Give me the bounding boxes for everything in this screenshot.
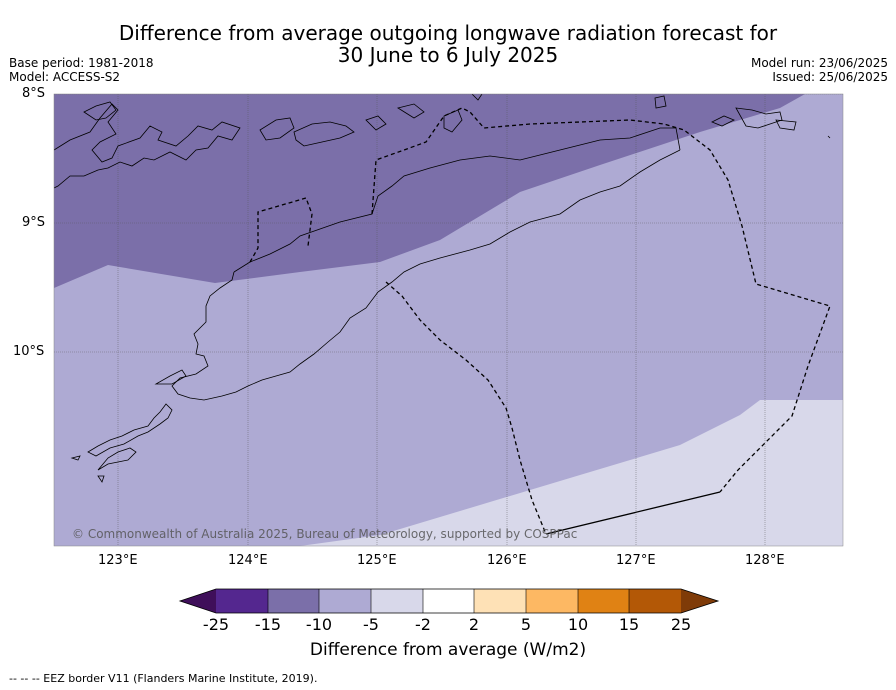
base-period: Base period: 1981-2018 xyxy=(9,56,154,70)
colorbar-segment xyxy=(268,589,319,613)
colorbar-segment xyxy=(474,589,526,613)
coastline xyxy=(54,94,831,483)
eez-legend-note: -- -- -- EEZ border V11 (Flanders Marine… xyxy=(9,672,318,685)
colorbar-segment xyxy=(319,589,371,613)
lon-label: 125°E xyxy=(357,553,397,568)
colorbar-tick: 25 xyxy=(670,615,692,634)
lon-label: 127°E xyxy=(616,553,656,568)
colorbar-tick: -25 xyxy=(202,615,230,634)
map-panel: © Commonwealth of Australia 2025, Bureau… xyxy=(54,94,843,546)
eez-border-segment xyxy=(545,491,721,535)
map-title-line2: 30 June to 6 July 2025 xyxy=(337,43,559,67)
colorbar-tick: 10 xyxy=(567,615,589,634)
copyright-text: © Commonwealth of Australia 2025, Bureau… xyxy=(72,527,577,541)
issued-date: Issued: 25/06/2025 xyxy=(772,70,888,84)
colorbar-tick: -5 xyxy=(363,615,379,634)
colorbar-label: Difference from average (W/m2) xyxy=(309,640,587,660)
lon-label: 126°E xyxy=(487,553,527,568)
colorbar-tick: -2 xyxy=(415,615,431,634)
map-frame xyxy=(53,93,844,547)
colorbar-segment xyxy=(371,589,423,613)
model-run: Model run: 23/06/2025 xyxy=(750,56,888,70)
colorbar-tick: -10 xyxy=(305,615,333,634)
colorbar-tick: 15 xyxy=(618,615,640,634)
colorbar-segment xyxy=(526,589,578,613)
colorbar-segment xyxy=(578,589,629,613)
gridlines xyxy=(54,94,843,546)
anomaly-field-minus10-to-minus15 xyxy=(54,94,805,288)
lat-label: 8°S xyxy=(22,86,46,101)
lat-label: 10°S xyxy=(13,344,45,359)
lon-label: 128°E xyxy=(745,553,785,568)
colorbar-segment xyxy=(629,589,681,613)
lon-label: 124°E xyxy=(228,553,268,568)
model-name: Model: ACCESS-S2 xyxy=(9,70,121,84)
colorbar xyxy=(178,588,720,614)
map-title-line1: Difference from average outgoing longwav… xyxy=(118,21,778,45)
eez-border xyxy=(249,107,831,535)
colorbar-tick: 2 xyxy=(468,615,480,634)
colorbar-extend-high xyxy=(681,589,718,613)
colorbar-segment xyxy=(423,589,474,613)
lat-label: 9°S xyxy=(22,215,46,230)
colorbar-segment xyxy=(216,589,268,613)
colorbar-tick: -15 xyxy=(254,615,282,634)
colorbar-extend-low xyxy=(180,589,216,613)
colorbar-tick: 5 xyxy=(520,615,532,634)
lon-label: 123°E xyxy=(98,553,138,568)
